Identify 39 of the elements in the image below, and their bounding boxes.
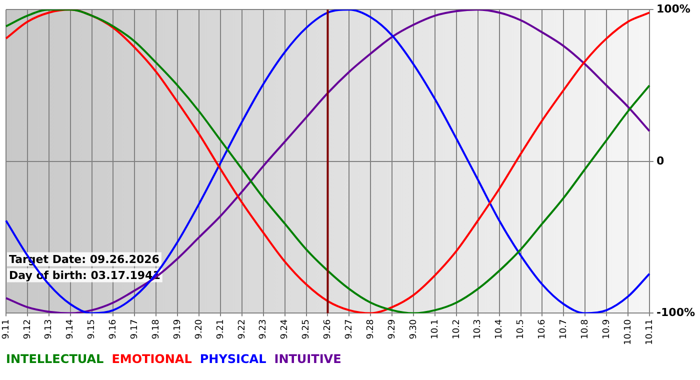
x-tick-label: 9.28 [366,318,376,340]
x-tick-label: 9.14 [66,318,76,340]
x-tick-label: 10.2 [452,319,462,340]
text: EMOTIONAL [112,352,192,366]
x-tick-label: 9.25 [302,319,312,340]
y-tick-label: -100% [656,306,696,320]
x-tick-label: 9.17 [130,319,140,340]
x-tick-label: 10.8 [580,318,590,340]
x-tick-label: 9.30 [408,318,419,340]
x-tick-label: 9.22 [237,319,248,340]
x-tick-label: 10.1 [430,319,440,340]
x-tick-label: 9.18 [151,318,162,340]
x-tick-label: 9.27 [344,319,355,340]
y-tick-label: 100% [656,2,690,16]
y-tick-label: 0 [656,154,664,168]
x-tick-label: 9.23 [258,319,269,340]
x-tick-label: 9.29 [387,318,398,340]
x-tick-label: 9.12 [22,319,33,340]
x-tick-label: 10.11 [644,319,655,345]
text: INTELLECTUAL [6,352,104,366]
x-tick-label: 9.21 [216,319,226,340]
x-tick-label: 9.16 [108,318,119,340]
x-tick-label: 10.5 [516,319,526,340]
x-tick-label: 10.6 [538,318,548,340]
x-tick-label: 10.10 [623,318,634,345]
x-tick-label: 9.24 [280,318,290,340]
x-tick-label: 9.20 [194,318,204,340]
line-series [5,10,650,314]
x-tick-label: 10.4 [494,318,505,340]
text: PHYSICAL [200,352,266,366]
x-tick-label: 10.7 [559,319,569,340]
x-tick-label: 9.11 [1,319,12,340]
x-tick-label: 10.9 [602,318,612,340]
x-tick-label: 9.13 [44,319,54,340]
x-tick-label: 9.26 [323,318,334,340]
text: INTUITIVE [274,352,342,366]
x-tick-label: 10.3 [473,319,484,340]
x-tick-label: 9.15 [87,319,98,340]
x-tick-label: 9.19 [172,318,183,340]
